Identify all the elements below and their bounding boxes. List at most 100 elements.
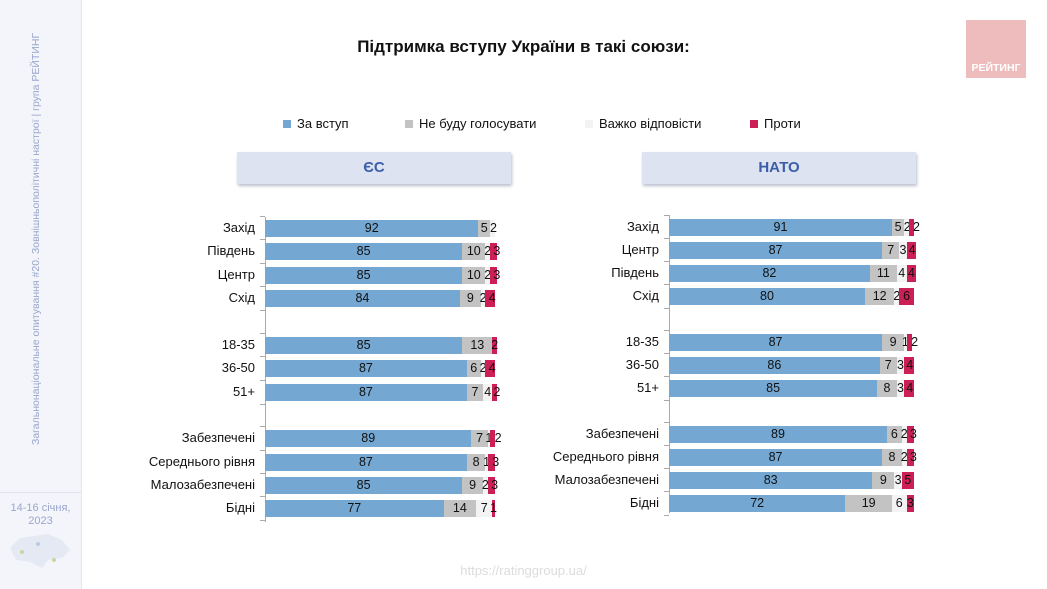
category-label: Південь [207, 243, 255, 258]
bar-segment [901, 472, 914, 489]
legend-label: Важко відповісти [599, 116, 702, 131]
bar-segment [899, 288, 914, 305]
bar-segment [483, 384, 493, 401]
bar-segment [906, 449, 914, 466]
bar-value-label: 2 [900, 427, 908, 441]
bar-value-label: 7 [471, 385, 479, 399]
bar-value-label: 87 [768, 243, 783, 257]
category-label: Забезпечені [585, 426, 659, 441]
bar-value-label: 85 [356, 244, 371, 258]
bar-segment [909, 219, 914, 236]
bar-value-label: 2 [489, 221, 497, 235]
bar-value-label: 4 [908, 243, 916, 257]
bar-value-label: 13 [470, 338, 485, 352]
legend-item-against: Проти [750, 116, 801, 131]
bar-segment [869, 265, 897, 282]
category-label: 18-35 [625, 334, 659, 349]
bar-value-label: 4 [488, 361, 496, 375]
bar-segment [906, 334, 912, 351]
bar-segment [487, 430, 491, 447]
category-label: Середнього рівня [148, 454, 255, 469]
axis-tick [664, 330, 669, 331]
bar-value-label: 87 [768, 450, 783, 464]
category-label: Схід [632, 288, 659, 303]
bar-value-label: 3 [897, 381, 904, 395]
bar-value-label: 6 [895, 496, 903, 510]
bar-segment [906, 426, 914, 443]
axis-tick [260, 426, 265, 427]
axis-tick [260, 473, 265, 474]
axis-tick [260, 310, 265, 311]
rating-logo: РЕЙТИНГ [966, 20, 1026, 78]
bar-segment [466, 384, 484, 401]
legend-swatch [750, 119, 758, 128]
bar-value-label: 6 [903, 289, 911, 303]
bar-value-label: 2 [479, 291, 487, 305]
axis-tick [664, 376, 669, 377]
bar-value-label: 2 [493, 385, 501, 399]
bar-value-label: 11 [876, 266, 890, 280]
bar-segment [906, 265, 917, 282]
bar-segment [896, 380, 905, 397]
bar-segment [492, 337, 497, 354]
bar-value-label: 2 [479, 361, 487, 375]
bar-value-label: 9 [469, 478, 477, 492]
axis-tick [664, 215, 669, 216]
bar-segment [904, 334, 907, 351]
bar-value-label: 5 [904, 473, 912, 487]
bar-value-label: 2 [494, 431, 502, 445]
bar-segment [904, 380, 914, 397]
sidebar: Загальнонаціональне опитування #20. Зовн… [0, 0, 82, 589]
axis-tick [664, 515, 669, 516]
category-label: 36-50 [221, 360, 255, 375]
bar-segment [485, 454, 488, 471]
legend-swatch [585, 119, 593, 128]
axis-tick [260, 333, 265, 334]
bar-segment [466, 360, 481, 377]
bar-segment [891, 219, 905, 236]
bar-value-label: 82 [762, 266, 777, 280]
bar-segment [265, 267, 463, 284]
bar-value-label: 80 [760, 289, 774, 303]
bar-value-label: 19 [861, 496, 876, 510]
bar-value-label: 1 [901, 335, 909, 349]
bar-value-label: 4 [898, 266, 906, 280]
bar-segment [669, 265, 870, 282]
bar-value-label: 4 [484, 385, 492, 399]
category-label: Захід [626, 219, 659, 234]
bar-value-label: 3 [909, 427, 917, 441]
category-label: Центр [217, 267, 255, 282]
bar-segment [462, 267, 486, 284]
bar-value-label: 9 [466, 291, 474, 305]
bar-value-label: 8 [888, 450, 896, 464]
bar-segment [483, 477, 488, 494]
bar-value-label: 3 [491, 478, 499, 492]
bar-value-label: 86 [767, 358, 782, 372]
bar-value-label: 6 [470, 361, 478, 375]
bar-value-label: 7 [476, 431, 484, 445]
category-label: Середнього рівня [552, 449, 659, 464]
bar-segment [459, 290, 481, 307]
bar-value-label: 2 [903, 220, 911, 234]
bar-value-label: 3 [493, 244, 501, 258]
bar-segment [265, 500, 444, 517]
axis-tick [664, 445, 669, 446]
bar-value-label: 9 [879, 473, 887, 487]
bar-value-label: 3 [894, 473, 902, 487]
axis-tick [664, 261, 669, 262]
axis-tick [260, 404, 265, 405]
legend-item-hard-to-say: Важко відповісти [585, 116, 701, 131]
bar-segment [877, 380, 897, 397]
bar-segment [485, 267, 491, 284]
axis-tick [664, 468, 669, 469]
bar-segment [492, 500, 495, 517]
bar-segment [882, 334, 905, 351]
bar-value-label: 89 [361, 431, 376, 445]
category-label: 36-50 [625, 357, 659, 372]
bar-segment [872, 472, 895, 489]
axis-tick [664, 400, 669, 401]
category-label: Захід [222, 220, 255, 235]
footer-url: https://ratinggroup.ua/ [460, 563, 587, 578]
bar-value-label: 2 [911, 335, 919, 349]
legend-item-support: За вступ [283, 116, 349, 131]
